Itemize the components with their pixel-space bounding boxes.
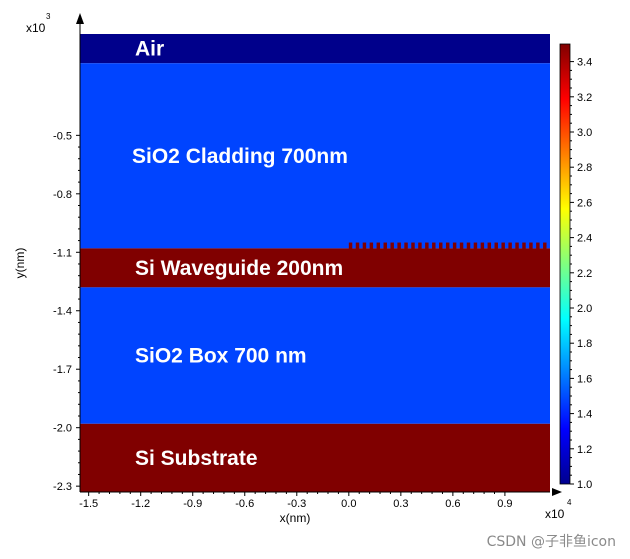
grating-tooth xyxy=(543,242,547,249)
layer-label-si-waveguide: Si Waveguide 200nm xyxy=(135,257,343,280)
colorbar-tick-label: 2.4 xyxy=(577,233,592,245)
y-multiplier-exponent: 3 xyxy=(46,12,51,21)
layer-sio2-cladding xyxy=(80,63,550,249)
colorbar-tick-label: 1.4 xyxy=(577,409,592,421)
grating-tooth xyxy=(473,242,478,249)
grating-tooth xyxy=(452,242,457,249)
x-multiplier: x10 xyxy=(545,507,565,521)
grating-tooth xyxy=(362,242,367,249)
x-tick-label: 0.6 xyxy=(445,498,460,510)
grating-tooth xyxy=(501,242,505,249)
y-tick-label: -0.5 xyxy=(53,130,72,142)
grating-tooth xyxy=(529,242,533,249)
grating-tooth xyxy=(536,242,540,249)
y-tick-label: -2.3 xyxy=(53,481,72,493)
x-tick-label: -1.2 xyxy=(131,498,150,510)
y-multiplier: x10 xyxy=(26,21,46,35)
grating-tooth xyxy=(418,242,422,249)
grating-tooth xyxy=(466,242,471,249)
colorbar-tick-label: 1.6 xyxy=(577,373,592,385)
layer-label-air: Air xyxy=(135,38,164,61)
grating-tooth xyxy=(355,242,360,249)
y-axis-arrow xyxy=(76,13,84,24)
material-layers xyxy=(80,34,550,492)
grating-tooth xyxy=(425,242,429,249)
grating-tooth xyxy=(480,242,485,249)
y-tick-label: -1.1 xyxy=(53,247,72,259)
x-tick-label: 0.9 xyxy=(497,498,512,510)
grating-tooth xyxy=(445,242,450,249)
layer-air xyxy=(80,34,550,64)
grating-tooth xyxy=(369,242,374,249)
grating-tooth xyxy=(404,242,408,249)
y-tick-label: -2.0 xyxy=(53,423,72,435)
grating-tooth xyxy=(494,242,498,249)
grating-tooth xyxy=(376,242,381,249)
x-tick-label: -0.9 xyxy=(183,498,202,510)
x-tick-label: -0.6 xyxy=(235,498,254,510)
grating-tooth xyxy=(432,242,436,249)
grating-teeth xyxy=(348,242,547,249)
colorbar-tick-label: 2.6 xyxy=(577,197,592,209)
grating-tooth xyxy=(522,242,526,249)
grating-tooth xyxy=(487,242,492,249)
colorbar-tick-label: 2.2 xyxy=(577,268,592,280)
colorbar-tick-label: 3.4 xyxy=(577,57,592,69)
layer-label-si-substrate: Si Substrate xyxy=(135,447,258,470)
grating-tooth xyxy=(439,242,443,249)
colorbar-tick-label: 3.2 xyxy=(577,92,592,104)
grating-tooth xyxy=(411,242,415,249)
y-tick-label: -1.7 xyxy=(53,364,72,376)
colorbar-tick-label: 3.0 xyxy=(577,127,592,139)
colorbar-tick-label: 2.8 xyxy=(577,162,592,174)
y-tick-label: -0.8 xyxy=(53,189,72,201)
y-tick-label: -1.4 xyxy=(53,306,72,318)
x-multiplier-exponent: 4 xyxy=(567,498,572,507)
x-axis-label: x(nm) xyxy=(280,511,311,525)
watermark: CSDN @子非鱼icon xyxy=(486,534,616,550)
grating-tooth xyxy=(390,242,394,249)
x-tick-label: -0.3 xyxy=(287,498,306,510)
colorbar-tick-label: 1.2 xyxy=(577,444,592,456)
grating-tooth xyxy=(508,242,512,249)
layer-labels: Air SiO2 Cladding 700nm Si Waveguide 200nm… xyxy=(132,38,348,470)
x-tick-label: -1.5 xyxy=(79,498,98,510)
axes: -1.5 -1.2 -0.9 -0.6 -0.3 0.0 0.3 0.6 0.9 x(nm) x10… xyxy=(13,12,572,525)
x-axis-arrow xyxy=(552,488,562,496)
colorbar: 1.0 1.2 1.4 1.6 1.8 2.0 2.2 2.4 2.6 2.8 3.0 3.2 3.4 xyxy=(559,43,592,491)
layer-si-substrate xyxy=(80,423,550,492)
layer-sio2-box xyxy=(80,287,550,424)
layer-label-sio2-box: SiO2 Box 700 nm xyxy=(135,345,307,368)
layer-si-waveguide xyxy=(80,248,550,288)
grating-tooth xyxy=(397,242,401,249)
colorbar-tick-label: 1.8 xyxy=(577,338,592,350)
grating-tooth xyxy=(383,242,387,249)
grating-tooth xyxy=(515,242,519,249)
layer-label-sio2-cladding: SiO2 Cladding 700nm xyxy=(132,145,348,168)
grating-tooth xyxy=(459,242,464,249)
colorbar-tick-label: 1.0 xyxy=(577,479,592,491)
colorbar-tick-label: 2.0 xyxy=(577,303,592,315)
colorbar-gradient xyxy=(559,43,571,485)
x-tick-label: 0.0 xyxy=(341,498,356,510)
grating-tooth xyxy=(348,242,353,249)
y-axis-label: y(nm) xyxy=(13,248,27,279)
x-tick-label: 0.3 xyxy=(393,498,408,510)
